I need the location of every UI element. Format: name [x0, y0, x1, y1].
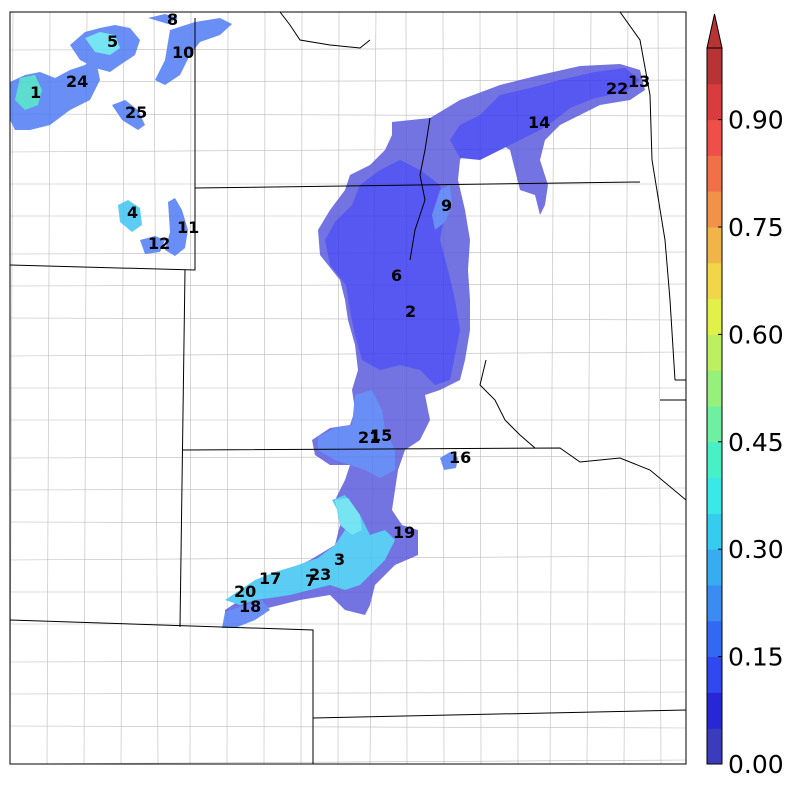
region-label: 9 [441, 196, 452, 215]
colorbar-segment [707, 692, 722, 729]
region-label: 25 [125, 103, 147, 122]
nw-blob-8 [148, 14, 178, 24]
colorbar-tick-label: 0.30 [728, 535, 784, 564]
colorbar-tick-label: 0.90 [728, 106, 784, 135]
northeast-band [450, 68, 640, 160]
region-label: 12 [148, 234, 170, 253]
colorbar-tick-label: 0.00 [728, 750, 784, 779]
colorbar-tick-label: 0.15 [728, 643, 784, 672]
colorbar-segment [707, 119, 722, 156]
region-label: 23 [309, 565, 331, 584]
colorbar-extend-arrow [706, 13, 723, 49]
region-labels: 1 24 5 8 10 25 4 11 12 9 6 2 14 22 13 21… [30, 10, 650, 616]
colorbar-segments [707, 48, 722, 765]
region-label: 19 [393, 523, 415, 542]
region-label: 21 [358, 428, 380, 447]
colorbar-segment [707, 585, 722, 622]
colorbar-segment [707, 227, 722, 264]
lower-blue [222, 600, 270, 628]
region-label: 8 [167, 10, 178, 29]
colorbar-frame [706, 47, 723, 765]
nw-teal [15, 75, 42, 110]
mid-blue [318, 390, 395, 478]
colorbar-segment [707, 477, 722, 514]
colorbar-segment [707, 83, 722, 121]
colorbar-segment [707, 191, 722, 228]
colorbar-segment [707, 406, 722, 443]
colorbar: 0.00 0.15 0.30 0.45 0.60 0.75 0.90 [706, 13, 784, 779]
region-label: 14 [528, 113, 550, 132]
colorbar-ticks: 0.00 0.15 0.30 0.45 0.60 0.75 0.90 [718, 106, 784, 779]
colorbar-segment [707, 262, 722, 300]
colorbar-tick-label: 0.60 [728, 320, 784, 349]
colorbar-tick-label: 0.75 [728, 213, 784, 242]
region-label: 20 [234, 582, 256, 601]
region-label: 16 [449, 448, 471, 467]
colorbar-segment [707, 728, 722, 765]
region-label: 24 [66, 72, 88, 91]
nw-blob-10 [155, 18, 232, 85]
nw-blob-5-cyan [85, 32, 120, 55]
region-label: 13 [628, 72, 650, 91]
region-label: 11 [177, 218, 199, 237]
state-boundaries [10, 12, 686, 764]
colorbar-segment [707, 298, 722, 335]
colorbar-tick-label: 0.45 [728, 428, 784, 457]
colorbar-segment [707, 513, 722, 550]
colorbar-segment [707, 155, 722, 192]
region-label: 3 [334, 550, 345, 569]
probability-shading [10, 14, 645, 628]
lower-cyan-light [335, 498, 362, 535]
colorbar-segment [707, 370, 722, 407]
region-label: 15 [370, 426, 392, 445]
core-dark [325, 160, 460, 385]
nw-blob-4 [118, 200, 142, 232]
colorbar-segment [707, 48, 722, 85]
colorbar-segment [707, 549, 722, 586]
region-label: 10 [172, 43, 194, 62]
region-label: 5 [107, 32, 118, 51]
map-frame [9, 11, 687, 765]
region-label: 6 [391, 266, 402, 285]
colorbar-segment [707, 334, 722, 371]
region-label: 1 [30, 83, 41, 102]
blob-9 [432, 185, 452, 230]
colorbar-segment [707, 441, 722, 479]
region-label: 18 [239, 597, 261, 616]
nw-blob-11 [165, 198, 188, 256]
region-label: 22 [606, 79, 628, 98]
nw-blob-12 [140, 236, 165, 254]
nw-blob-25 [112, 100, 145, 130]
colorbar-segment [707, 620, 722, 658]
region-label: 17 [259, 569, 281, 588]
colorbar-segment [707, 656, 722, 693]
region-label: 4 [127, 203, 138, 222]
region-label: 7 [305, 571, 316, 590]
blob-16 [440, 452, 458, 470]
region-label: 2 [405, 302, 416, 321]
nw-cluster [10, 55, 100, 130]
